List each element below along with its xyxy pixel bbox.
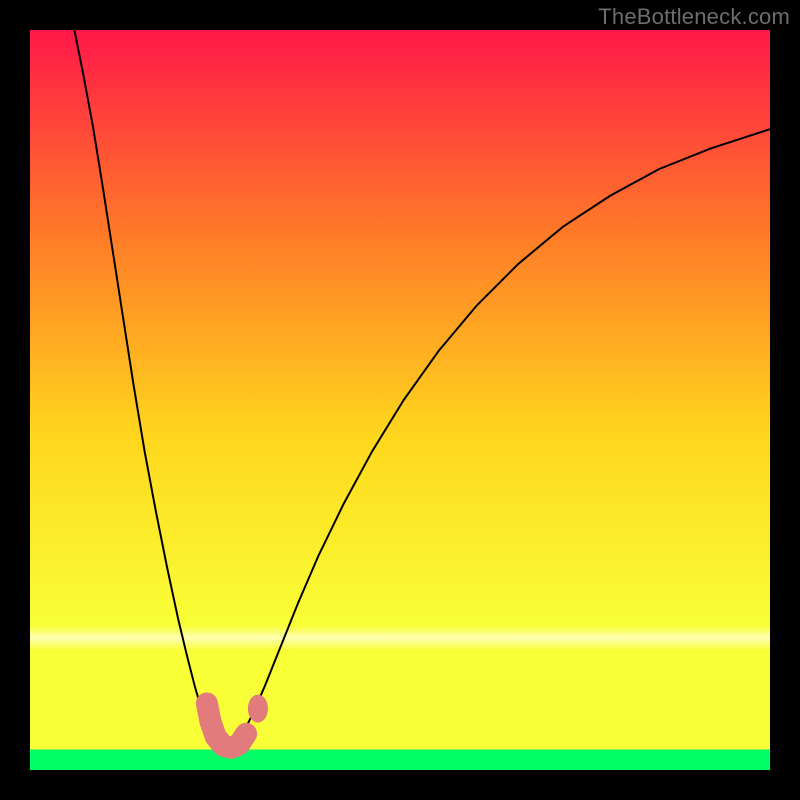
chart-overlay-svg bbox=[30, 30, 770, 770]
highlight-dot bbox=[248, 695, 268, 723]
curve-left bbox=[74, 30, 220, 746]
highlight-arc bbox=[207, 703, 246, 747]
watermark-text: TheBottleneck.com bbox=[598, 4, 790, 30]
plot-area bbox=[30, 30, 770, 770]
curve-right bbox=[228, 129, 770, 746]
chart-stage: TheBottleneck.com bbox=[0, 0, 800, 800]
